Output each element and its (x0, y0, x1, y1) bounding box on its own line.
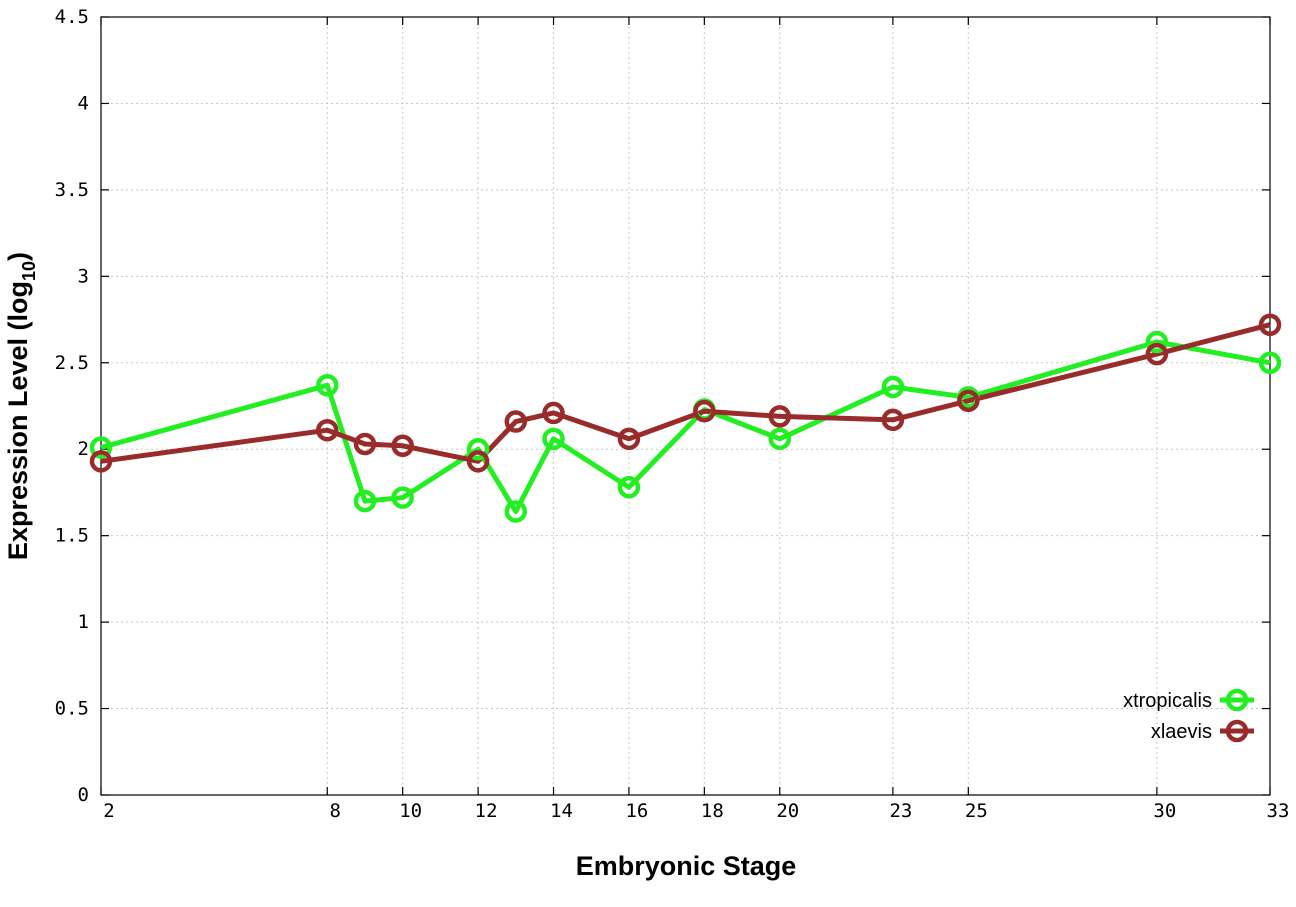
x-tick-label: 30 (1153, 800, 1176, 822)
x-tick-label: 23 (889, 800, 912, 822)
data-point-xlaevis (1145, 342, 1169, 366)
data-point-xlaevis (504, 410, 528, 433)
x-tick-label: 12 (475, 800, 498, 822)
y-tick-label: 3.5 (55, 179, 89, 201)
x-axis-title: Embryonic Stage (576, 851, 797, 881)
legend-swatches (1220, 688, 1254, 743)
y-tick-label: 0 (78, 784, 89, 806)
data-point-xtropicalis (768, 427, 792, 451)
data-point-xlaevis (89, 450, 113, 473)
data-point-xlaevis (316, 418, 339, 442)
x-tick-label: 25 (965, 800, 988, 822)
legend-label-xtropicalis: xtropicalis (1123, 690, 1212, 712)
data-point-xtropicalis (353, 489, 377, 513)
data-point-xtropicalis (881, 375, 905, 399)
data-point-xlaevis (391, 434, 414, 458)
y-tick-label: 0.5 (55, 698, 89, 720)
y-tick-label: 4 (78, 92, 89, 114)
x-tick-label: 2 (103, 800, 114, 822)
data-point-xlaevis (957, 389, 980, 413)
x-tick-label: 14 (550, 800, 573, 822)
y-tick-label: 4.5 (55, 6, 89, 28)
y-tick-label: 1.5 (55, 525, 89, 547)
data-point-xtropicalis (391, 486, 414, 509)
x-tick-label: 10 (399, 800, 422, 822)
data-point-xlaevis (353, 432, 377, 456)
data-point-xlaevis (768, 405, 792, 428)
grid-lines (101, 17, 1270, 795)
data-point-xlaevis (617, 427, 641, 451)
series-line-xtropicalis (100, 339, 1271, 514)
y-axis-title-subscript: 10 (19, 261, 39, 281)
data-point-xtropicalis (1258, 351, 1282, 375)
x-tick-label: 20 (776, 800, 799, 822)
y-tick-label: 2.5 (55, 352, 89, 374)
data-point-xtropicalis (504, 500, 528, 523)
legend-swatch-marker-xlaevis (1225, 719, 1249, 743)
data-point-xlaevis (693, 399, 716, 423)
data-point-xtropicalis (542, 427, 565, 451)
data-point-xlaevis (542, 401, 565, 425)
data-point-xtropicalis (1145, 330, 1169, 354)
y-axis-title-end: ) (3, 252, 33, 261)
legend-label-xlaevis: xlaevis (1151, 721, 1212, 743)
y-tick-label: 1 (78, 611, 89, 633)
y-tick-label: 2 (78, 438, 89, 460)
data-point-xtropicalis (617, 476, 641, 499)
data-point-xtropicalis (316, 374, 339, 397)
data-point-xlaevis (1258, 313, 1282, 336)
plot-frame (100, 16, 1271, 796)
legend: xtropicalis xlaevis (1123, 688, 1254, 743)
x-tick-label: 16 (625, 800, 648, 822)
series-layer (89, 313, 1282, 523)
data-point-xtropicalis (89, 436, 113, 459)
y-axis-title-main: Expression Level (log (3, 281, 33, 560)
data-point-xtropicalis (466, 437, 490, 461)
axis-ticks: 0 0.5 1 1.5 2 2.5 3 3.5 4 4.5 2 8 10 12 14 16 18 20 23 25 30… (55, 6, 1290, 822)
y-axis-title: Expression Level (log10) (3, 252, 39, 560)
y-tick-label: 3 (78, 265, 89, 287)
data-point-xlaevis (466, 450, 490, 473)
x-tick-label: 33 (1267, 800, 1290, 822)
x-tick-label: 18 (701, 800, 724, 822)
series-line-xlaevis (100, 322, 1271, 464)
data-point-xlaevis (881, 408, 905, 432)
legend-swatch-marker-xtropicalis (1225, 688, 1249, 712)
x-tick-label: 8 (330, 800, 341, 822)
